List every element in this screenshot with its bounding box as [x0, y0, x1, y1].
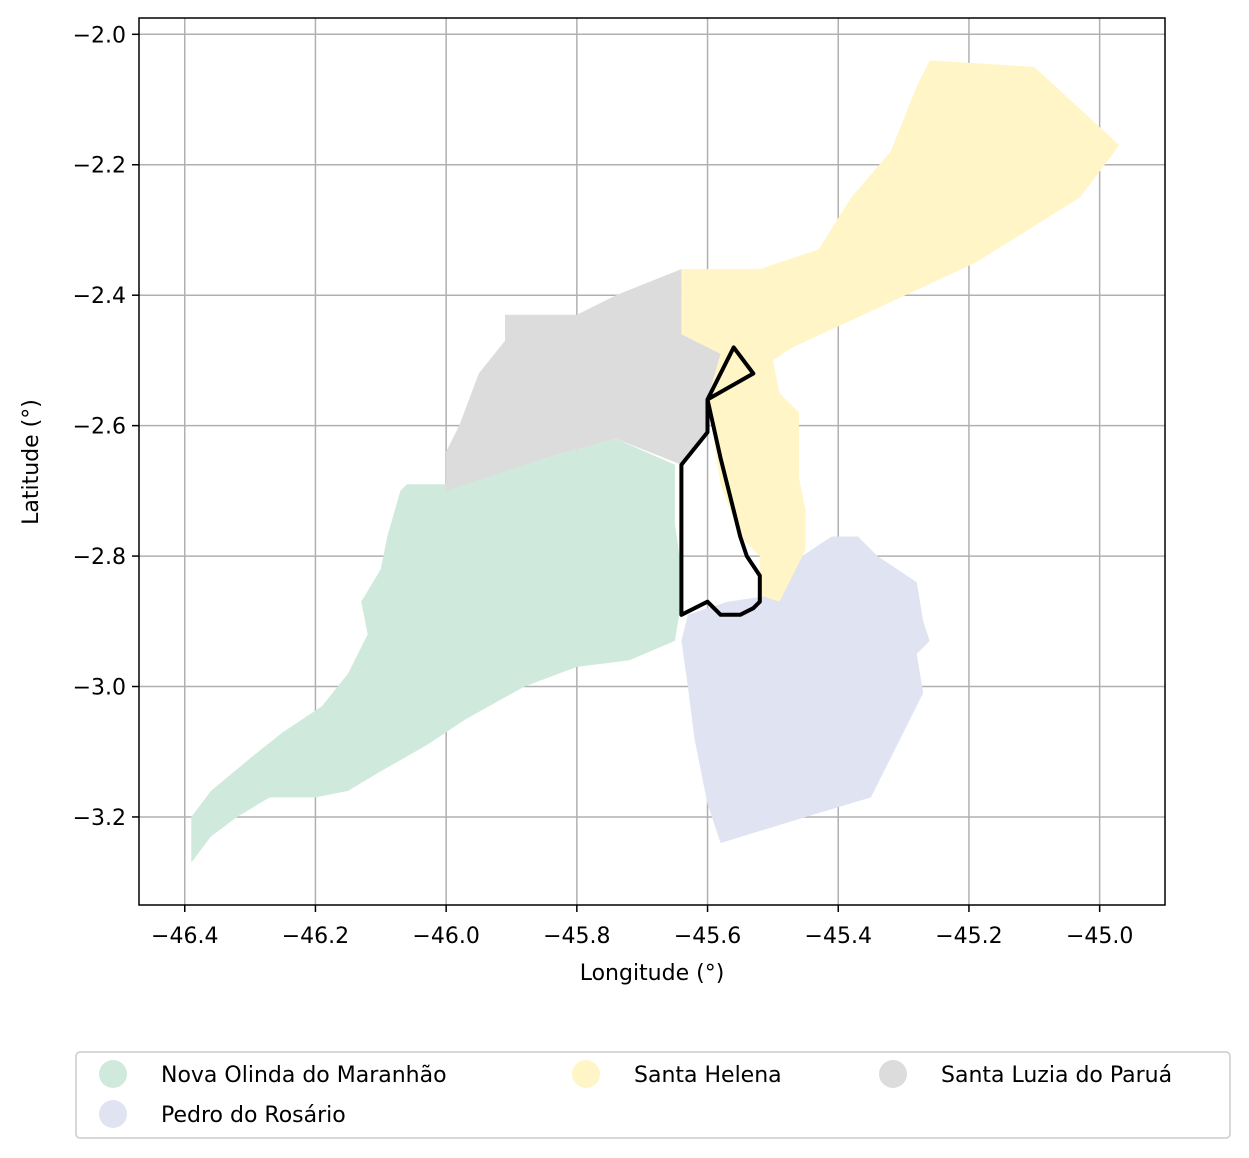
plot-frame [138, 17, 1166, 906]
region-santa-luzia-do-paru- [446, 269, 721, 491]
x-tick-label-4: −45.6 [674, 924, 741, 949]
x-tick-label-6: −45.2 [935, 924, 1002, 949]
x-tick-label-3: −45.8 [543, 924, 610, 949]
legend-frame [75, 1051, 1231, 1139]
y-tick-label-6: −3.2 [73, 806, 126, 831]
y-tick-label-3: −2.6 [73, 415, 126, 440]
legend-marker-nova-olinda-do-maranh-o [99, 1060, 127, 1088]
highlight-outline [679, 345, 762, 617]
legend-marker-santa-luzia-do-paru- [879, 1060, 907, 1088]
legend-marker-santa-helena [572, 1060, 600, 1088]
x-ticks: −46.4 −46.2 −46.0 −45.8 −45.6 −45.4 −45.2 −45.0 [151, 905, 1133, 949]
y-tick-label-4: −2.8 [73, 545, 126, 570]
legend-label-santa-luzia-do-paru-: Santa Luzia do Paruá [941, 1063, 1172, 1088]
legend: Nova Olinda do Maranhão Pedro do Rosário S… [75, 1051, 1231, 1139]
y-tick-label-2: −2.4 [73, 284, 126, 309]
x-tick-label-7: −45.0 [1066, 924, 1133, 949]
x-tick-label-2: −46.0 [412, 924, 479, 949]
region-santa-helena [681, 60, 1120, 602]
y-tick-label-0: −2.0 [73, 23, 126, 48]
legend-label-santa-helena: Santa Helena [634, 1063, 782, 1088]
x-tick-label-0: −46.4 [151, 924, 218, 949]
x-tick-label-5: −45.4 [805, 924, 872, 949]
y-tick-label-1: −2.2 [73, 154, 126, 179]
x-axis-label: Longitude (°) [580, 961, 725, 986]
y-axis-label: Latitude (°) [19, 399, 44, 525]
x-tick-label-1: −46.2 [282, 924, 349, 949]
legend-label-nova-olinda-do-maranh-o: Nova Olinda do Maranhão [161, 1063, 447, 1088]
region-polygons [191, 60, 1120, 863]
region-nova-olinda-do-maranh-o [191, 438, 682, 863]
y-tick-label-5: −3.0 [73, 676, 126, 701]
y-ticks: −2.0 −2.2 −2.4 −2.6 −2.8 −3.0 −3.2 [73, 23, 139, 831]
legend-label-pedro-do-ros-rio: Pedro do Rosário [161, 1103, 346, 1128]
legend-marker-pedro-do-ros-rio [99, 1100, 127, 1128]
highlighted-municipality-outline [679, 345, 762, 617]
